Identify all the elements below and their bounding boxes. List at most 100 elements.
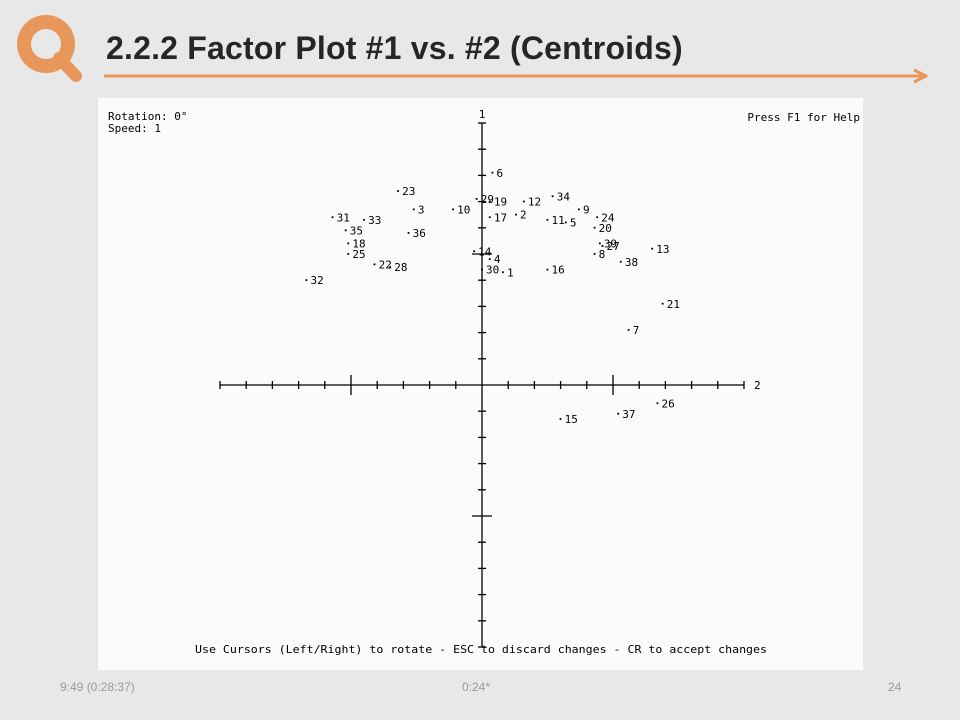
data-point: 18 [347,238,366,251]
footer-page-number: 24 [888,680,902,694]
point-label: 9 [583,203,590,216]
data-point: 7 [627,324,640,337]
point-label: 34 [557,190,571,203]
data-point: 16 [546,264,565,277]
q-letter-logo-icon [17,15,82,82]
data-point: 29 [475,193,494,206]
help-hint[interactable]: Press F1 for Help [747,111,860,124]
point-label: 12 [528,196,541,209]
point-label: 30 [486,264,499,277]
point-marker [501,271,504,274]
point-label: 33 [368,214,381,227]
data-point: 28 [389,261,408,274]
point-marker [347,253,350,255]
point-label: 8 [599,248,606,261]
point-marker [363,218,365,221]
data-point: 15 [559,413,578,426]
rotation-instructions: Use Cursors (Left/Right) to rotate - ESC… [195,643,767,656]
data-point: 26 [656,397,675,410]
data-point: 3 [412,203,425,216]
point-label: 7 [633,324,640,337]
data-point: 11 [546,214,565,227]
point-label: 24 [601,211,615,224]
point-marker [522,200,525,203]
point-marker [627,328,630,331]
point-marker [593,226,596,229]
point-label: 38 [625,256,638,269]
data-point: 37 [617,408,635,421]
point-marker [488,216,491,219]
slide-title: 2.2.2 Factor Plot #1 vs. #2 (Centroids) [106,30,683,66]
data-point: 23 [397,185,415,198]
point-label: 5 [570,217,577,230]
point-label: 39 [604,238,617,251]
point-marker [452,208,454,211]
point-marker [473,250,475,253]
point-marker [596,216,599,219]
point-label: 26 [662,397,675,410]
title-arrow-rule [104,68,928,84]
point-marker [481,268,483,271]
factor-plot: 21 1234567891011121314151617181920212223… [108,108,860,656]
data-point: 1 [501,266,514,279]
point-label: 3 [418,203,425,216]
data-point: 27 [601,240,620,253]
data-point: 38 [619,256,638,269]
data-point: 35 [344,224,363,237]
point-marker [577,208,580,211]
y-axis-label: 1 [479,108,486,121]
point-marker [491,171,494,174]
speed-label: Speed: 1 [108,122,161,135]
point-marker [656,402,659,405]
point-label: 11 [552,214,565,227]
point-label: 2 [520,209,527,222]
data-point: 22 [373,258,392,271]
data-point: 34 [551,190,571,203]
data-point: 36 [407,227,426,240]
point-label: 13 [656,243,669,256]
point-label: 31 [337,211,350,224]
data-point: 13 [651,243,670,256]
point-marker [546,268,549,271]
point-label: 27 [607,240,620,253]
data-point: 8 [593,248,606,261]
point-label: 16 [552,264,565,277]
point-marker [593,253,596,255]
data-point: 24 [596,211,615,224]
point-marker [564,221,567,224]
point-label: 35 [350,224,363,237]
point-marker [412,208,415,211]
point-label: 22 [379,258,392,271]
data-point: 31 [331,211,350,224]
data-point: 25 [347,248,366,261]
x-axis-label: 2 [754,379,761,392]
point-marker [305,279,308,281]
point-label: 32 [310,274,323,287]
data-point: 30 [481,264,499,277]
point-marker [488,200,491,203]
point-label: 21 [667,298,680,311]
data-point: 19 [488,196,507,209]
data-point: 33 [363,214,381,227]
footer-timestamp: 9:49 (0:28:37) [60,680,135,694]
data-point: 17 [488,211,507,224]
data-point: 20 [593,222,612,235]
data-point: 9 [577,203,590,216]
point-marker [617,412,620,415]
point-marker [619,260,622,263]
plot-points: 1234567891011121314151617181920212223242… [305,167,680,426]
data-point: 4 [488,253,501,266]
point-marker [331,216,334,219]
point-marker [475,197,478,200]
point-marker [397,190,399,192]
data-point: 12 [522,196,541,209]
data-point: 14 [473,245,492,258]
footer-elapsed: 0:24* [462,680,491,694]
data-point: 2 [515,209,527,222]
point-label: 14 [478,245,492,258]
point-marker [407,232,410,234]
point-label: 29 [481,193,494,206]
point-label: 37 [622,408,635,421]
data-point: 10 [452,203,470,216]
point-label: 1 [507,266,514,279]
